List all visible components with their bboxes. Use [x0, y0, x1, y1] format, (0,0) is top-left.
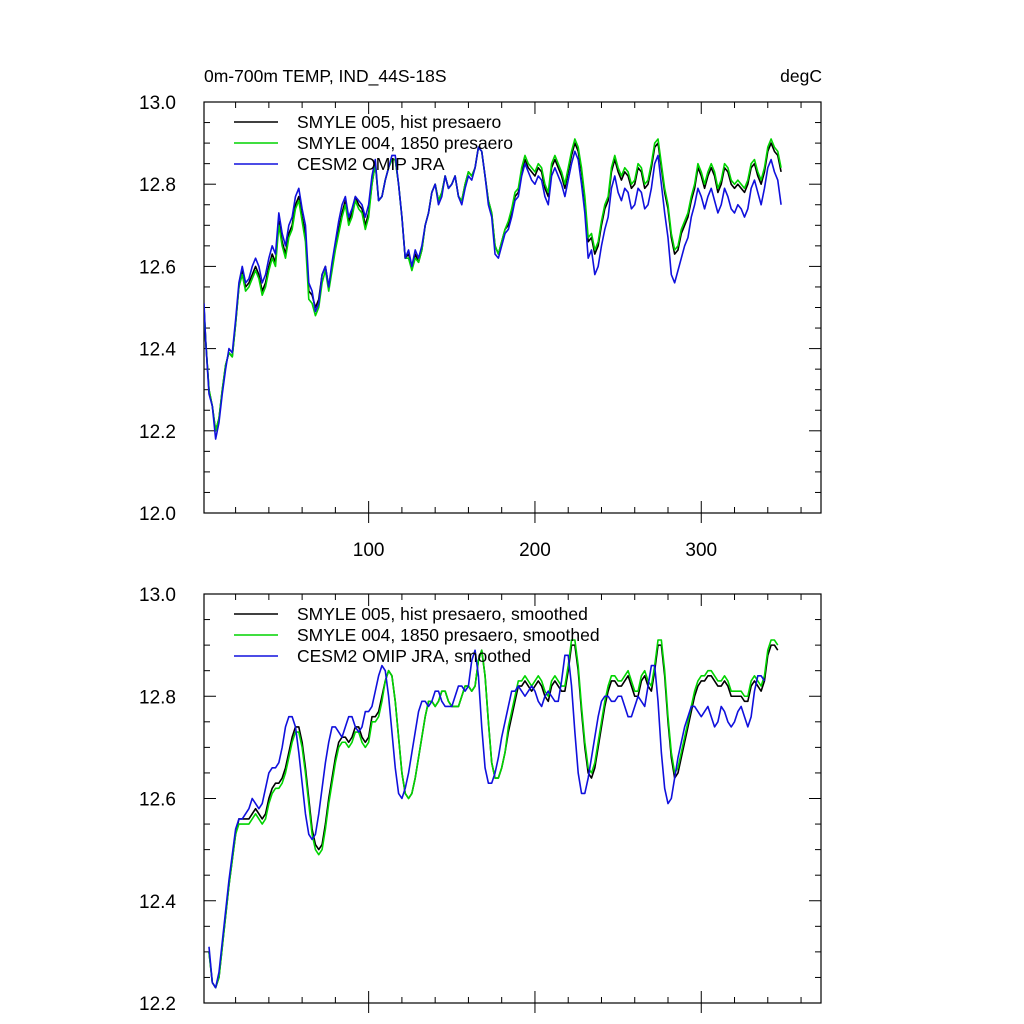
- legend-label: CESM2 OMIP JRA: [297, 154, 445, 174]
- series-line-1: [204, 138, 782, 432]
- series-line-2: [208, 649, 766, 989]
- legend-label: SMYLE 004, 1850 presaero, smoothed: [297, 625, 600, 645]
- y-tick-label: 12.4: [139, 340, 176, 361]
- panel-title-left: 0m-700m TEMP, IND_44S-18S: [204, 66, 447, 87]
- top-panel: 12.0 12.2 12.4 12.6 12.8 13.0 100 200 300 SMYLE 0…: [139, 93, 822, 561]
- y-tick-label: 12.0: [139, 504, 176, 525]
- x-tick-label: 100: [353, 540, 385, 561]
- series-line-2: [204, 146, 782, 440]
- y-tick-label: 12.4: [139, 892, 176, 913]
- y-tick-label: 12.6: [139, 257, 176, 278]
- y-tick-label: 12.6: [139, 790, 176, 811]
- legend-label: SMYLE 004, 1850 presaero: [297, 133, 513, 153]
- y-tick-label: 12.2: [139, 422, 176, 443]
- panel-title-units: degC: [780, 66, 822, 86]
- bottom-panel: 12.2 12.4 12.6 12.8 13.0 SMYLE 005, hist pres…: [139, 585, 822, 1015]
- y-tick-label: 12.8: [139, 175, 176, 196]
- legend-label: SMYLE 005, hist presaero, smoothed: [297, 604, 588, 624]
- series-line-1: [208, 639, 779, 989]
- legend-label: SMYLE 005, hist presaero: [297, 112, 501, 132]
- x-tick-label: 200: [519, 540, 551, 561]
- x-tick-label: 300: [685, 540, 717, 561]
- y-tick-label: 13.0: [139, 93, 176, 114]
- legend-label: CESM2 OMIP JRA, smoothed: [297, 646, 531, 666]
- y-tick-label: 12.2: [139, 994, 176, 1015]
- y-tick-label: 13.0: [139, 585, 176, 606]
- y-tick-label: 12.8: [139, 687, 176, 708]
